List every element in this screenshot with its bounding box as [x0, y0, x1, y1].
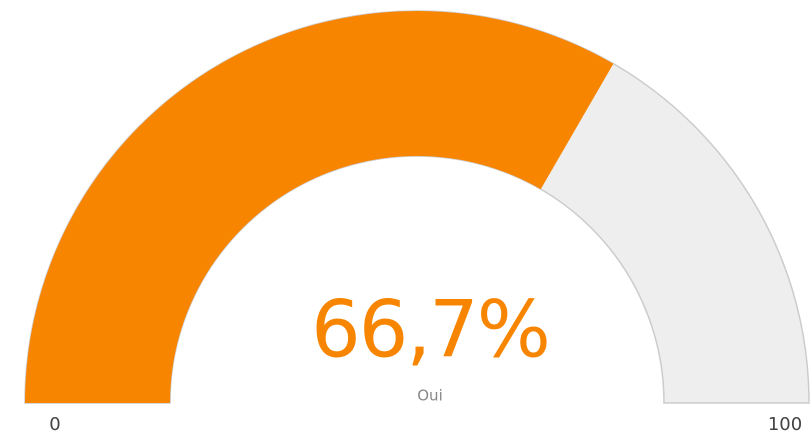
gauge-label: Oui: [417, 387, 442, 405]
gauge-value-arc: [25, 11, 614, 404]
gauge: [24, 10, 810, 404]
gauge-tick-label: 100: [768, 414, 802, 435]
gauge-tick-label: 0: [49, 414, 60, 435]
gauge-value-label: 66,7%: [311, 285, 549, 375]
